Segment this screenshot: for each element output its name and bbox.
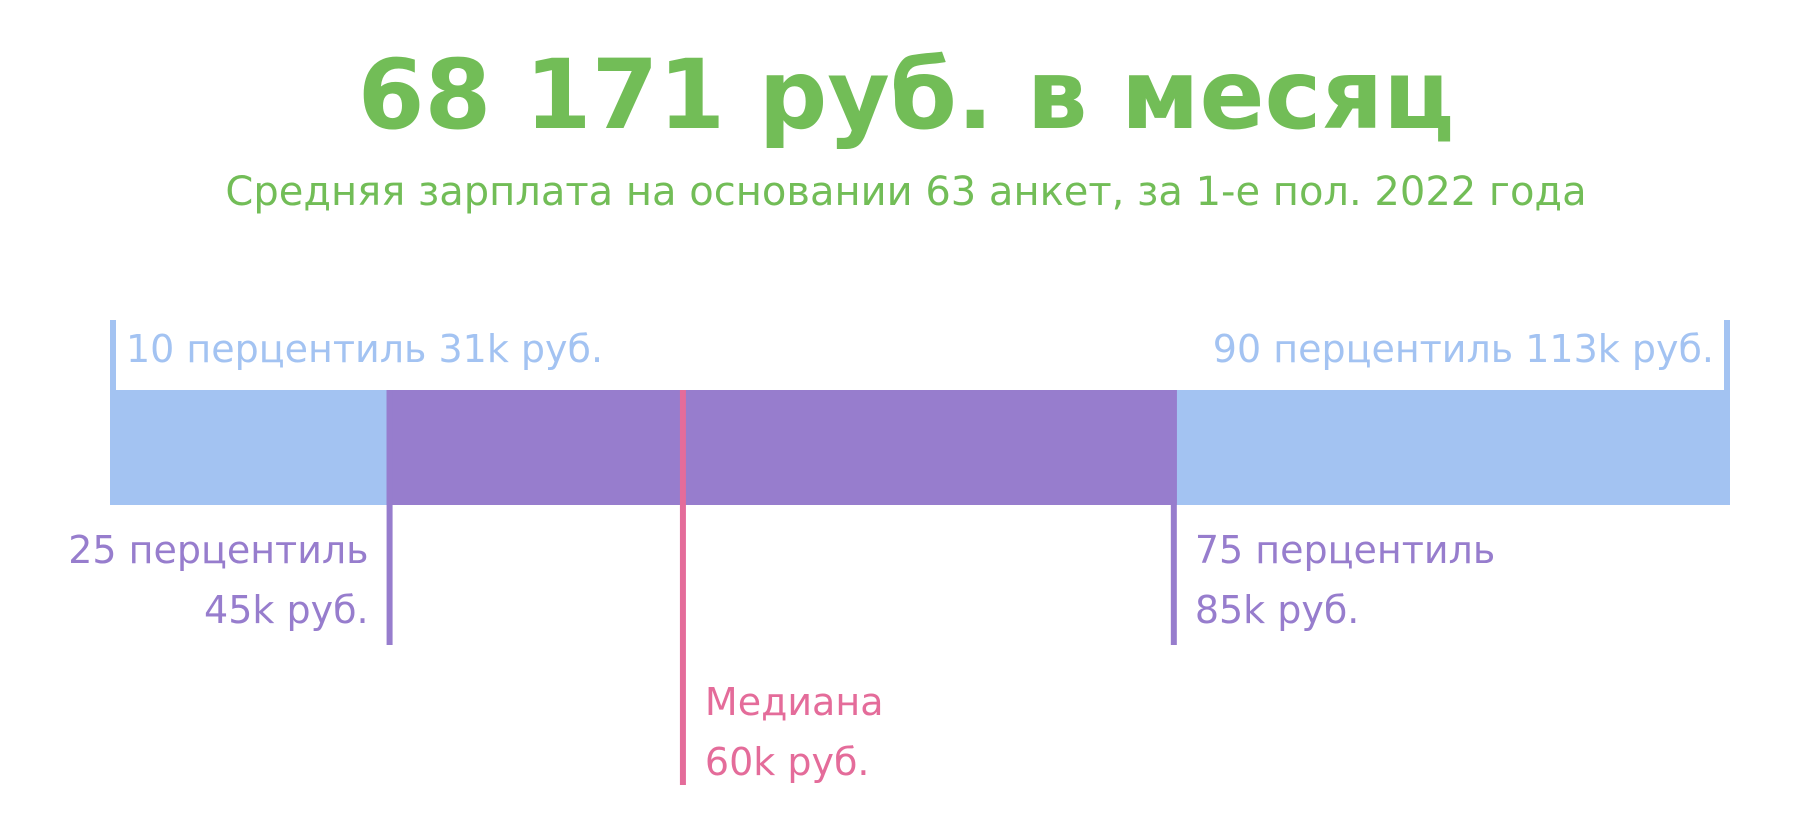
p75-label-value: 85k руб.	[1195, 588, 1360, 632]
p25-label-value: 45k руб.	[204, 588, 369, 632]
p10-label: 10 перцентиль 31k руб.	[126, 327, 603, 371]
headline-salary: 68 171 руб. в месяц	[357, 39, 1455, 151]
subtitle: Средняя зарплата на основании 63 анкет, …	[225, 169, 1587, 215]
median-label-value: 60k руб.	[705, 740, 870, 784]
p25-label-title: 25 перцентиль	[68, 528, 368, 572]
p75-label-title: 75 перцентиль	[1195, 528, 1495, 572]
median-label-title: Медиана	[705, 680, 884, 724]
p90-label: 90 перцентиль 113k руб.	[1213, 327, 1714, 371]
interquartile-range-bar	[386, 390, 1177, 505]
